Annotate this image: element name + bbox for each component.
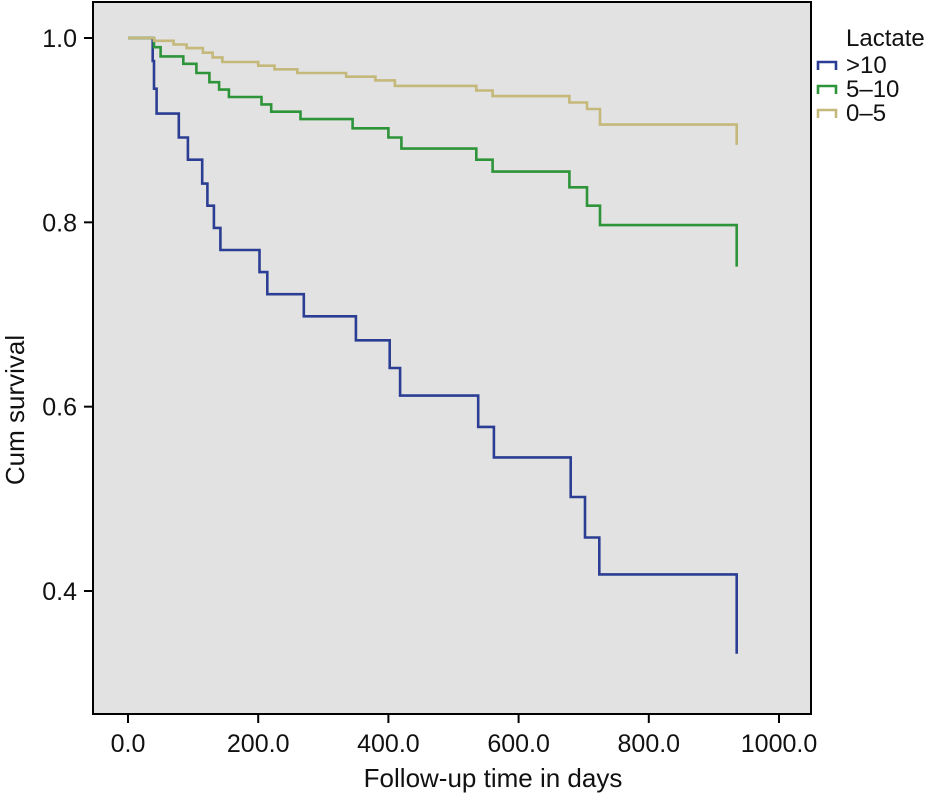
x-axis: 0.0 200.0 400.0 600.0 800.0 1000.0 [111,714,817,758]
x-tick-label: 0.0 [111,730,146,758]
y-tick-label: 1.0 [42,25,77,53]
series-line [128,36,738,654]
legend-label: >10 [846,52,887,79]
series-lines [128,36,738,654]
x-tick-label: 800.0 [618,730,681,758]
x-tick-label: 200.0 [227,730,290,758]
y-axis: 0.4 0.6 0.8 1.0 [42,25,93,606]
legend-swatch [816,108,838,118]
legend-title: Lactate [846,25,925,52]
x-tick-label: 400.0 [357,730,420,758]
x-tick-label: 1000.0 [741,730,817,758]
y-tick-label: 0.6 [42,394,77,422]
y-axis-title: Cum survival [0,335,30,485]
legend-swatch [816,84,838,94]
y-tick-label: 0.4 [42,578,77,606]
x-axis-title: Follow-up time in days [364,763,623,793]
series-line [128,36,738,145]
legend-label: 0–5 [846,100,886,127]
series-line [128,36,738,267]
legend-label: 5–10 [846,76,899,103]
legend: Lactate >105–100–5 [816,25,925,127]
plot-background [92,1,812,715]
y-tick-label: 0.8 [42,209,77,237]
legend-swatch [816,60,838,70]
x-tick-label: 600.0 [487,730,550,758]
